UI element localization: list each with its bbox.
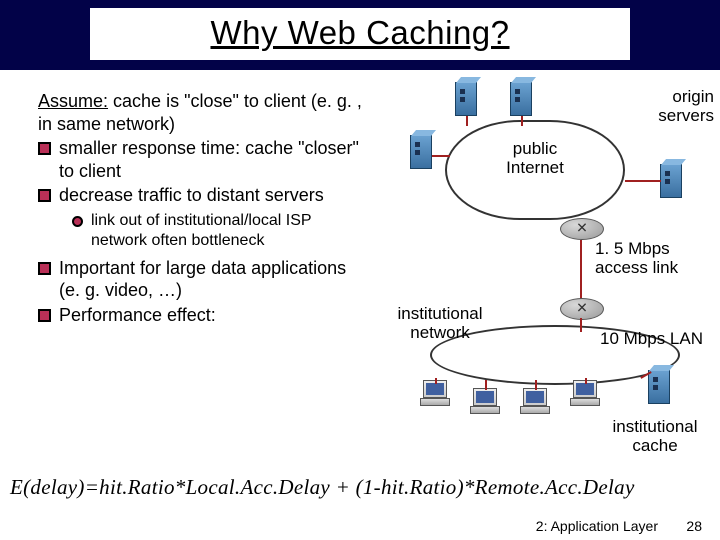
square-bullet-icon bbox=[38, 309, 51, 322]
origin-server-icon bbox=[510, 82, 532, 116]
link-line bbox=[432, 155, 450, 157]
bullet-1-text: smaller response time: cache "closer" to… bbox=[59, 137, 368, 182]
bullet-3: Important for large data applications (e… bbox=[38, 257, 368, 302]
bullet-2-text: decrease traffic to distant servers bbox=[59, 184, 324, 207]
circle-bullet-icon bbox=[72, 216, 83, 227]
link-line bbox=[585, 378, 587, 384]
assume-prefix: Assume: bbox=[38, 91, 108, 111]
sub-bullet-1-text: link out of institutional/local ISP netw… bbox=[91, 211, 368, 251]
pc-icon bbox=[470, 388, 500, 414]
public-internet-label: public Internet bbox=[485, 140, 585, 177]
bullet-4: Performance effect: bbox=[38, 304, 368, 327]
bullet-2: decrease traffic to distant servers bbox=[38, 184, 368, 207]
origin-server-icon bbox=[660, 164, 682, 198]
origin-server-icon bbox=[410, 135, 432, 169]
router-icon bbox=[560, 218, 604, 240]
lan-label: 10 Mbps LAN bbox=[600, 330, 720, 349]
page-title: Why Web Caching? bbox=[90, 14, 630, 52]
router-icon bbox=[560, 298, 604, 320]
institutional-network-label: institutional network bbox=[380, 305, 500, 342]
square-bullet-icon bbox=[38, 189, 51, 202]
link-line bbox=[535, 380, 537, 390]
access-link-label: 1. 5 Mbps access link bbox=[595, 240, 705, 277]
bullet-1: smaller response time: cache "closer" to… bbox=[38, 137, 368, 182]
sub-bullet-1: link out of institutional/local ISP netw… bbox=[72, 211, 368, 251]
square-bullet-icon bbox=[38, 142, 51, 155]
access-link-line bbox=[580, 240, 582, 300]
bullet-3-text: Important for large data applications (e… bbox=[59, 257, 368, 302]
link-line bbox=[521, 116, 523, 126]
pc-icon bbox=[520, 388, 550, 414]
link-line bbox=[485, 380, 487, 390]
origin-servers-label: origin servers bbox=[634, 88, 714, 125]
link-line bbox=[580, 318, 582, 332]
left-column: Assume: cache is "close" to client (e. g… bbox=[38, 90, 368, 326]
diagram: origin servers public Internet 1. 5 Mbps… bbox=[390, 80, 710, 460]
link-line bbox=[466, 116, 468, 126]
link-line bbox=[435, 378, 437, 384]
square-bullet-icon bbox=[38, 262, 51, 275]
page-number: 28 bbox=[686, 518, 702, 534]
assume-line: Assume: cache is "close" to client (e. g… bbox=[38, 90, 368, 135]
formula: E(delay)=hit.Ratio*Local.Acc.Delay + (1-… bbox=[10, 475, 635, 500]
institutional-cache-label: institutional cache bbox=[590, 418, 720, 455]
title-box: Why Web Caching? bbox=[90, 8, 630, 60]
cache-server-icon bbox=[648, 370, 670, 404]
bullet-4-text: Performance effect: bbox=[59, 304, 216, 327]
sub-bullets: link out of institutional/local ISP netw… bbox=[72, 211, 368, 251]
origin-server-icon bbox=[455, 82, 477, 116]
footer-text: 2: Application Layer bbox=[536, 518, 658, 534]
link-line bbox=[625, 180, 661, 182]
